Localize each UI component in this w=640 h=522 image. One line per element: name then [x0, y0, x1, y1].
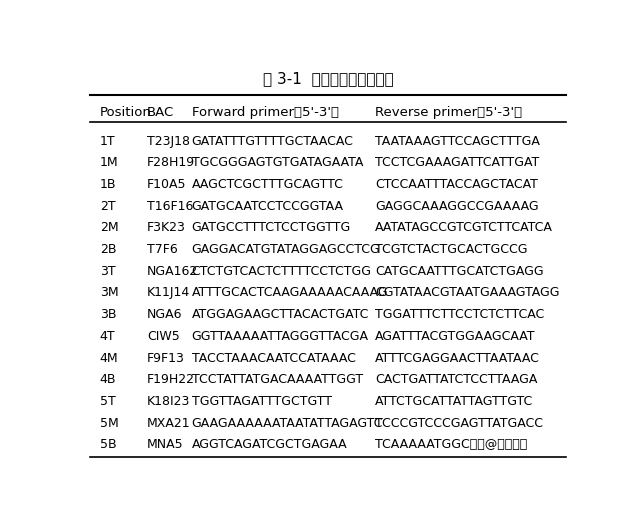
Text: TCCCGTCCCGAGTTATGACC: TCCCGTCCCGAGTTATGACC: [375, 417, 543, 430]
Text: 表 3-1  图位克隆粗定位引物: 表 3-1 图位克隆粗定位引物: [262, 71, 394, 86]
Text: F3K23: F3K23: [147, 221, 186, 234]
Text: F19H22: F19H22: [147, 373, 195, 386]
Text: TAATAAAGTTCCAGCTTTGA: TAATAAAGTTCCAGCTTTGA: [375, 135, 540, 148]
Text: TCGTCTACTGCACTGCCG: TCGTCTACTGCACTGCCG: [375, 243, 527, 256]
Text: NGA162: NGA162: [147, 265, 198, 278]
Text: 2B: 2B: [100, 243, 116, 256]
Text: 1T: 1T: [100, 135, 115, 148]
Text: 5M: 5M: [100, 417, 118, 430]
Text: TGCGGGAGTGTGATAGAATA: TGCGGGAGTGTGATAGAATA: [191, 156, 363, 169]
Text: 1M: 1M: [100, 156, 118, 169]
Text: T23J18: T23J18: [147, 135, 190, 148]
Text: Forward primer（5'-3'）: Forward primer（5'-3'）: [191, 106, 339, 120]
Text: CATGCAATTTGCATCTGAGG: CATGCAATTTGCATCTGAGG: [375, 265, 544, 278]
Text: TGGATTTCTTCCTCTCTTCAC: TGGATTTCTTCCTCTCTTCAC: [375, 308, 545, 321]
Text: ATTTGCACTCAAGAAAAACAAAG: ATTTGCACTCAAGAAAAACAAAG: [191, 287, 388, 300]
Text: AGGTCAGATCGCTGAGAA: AGGTCAGATCGCTGAGAA: [191, 438, 348, 452]
Text: AAGCTCGCTTTGCAGTTC: AAGCTCGCTTTGCAGTTC: [191, 178, 344, 191]
Text: NGA6: NGA6: [147, 308, 182, 321]
Text: GATATTTGTTTTGCTAACAC: GATATTTGTTTTGCTAACAC: [191, 135, 353, 148]
Text: Position: Position: [100, 106, 152, 120]
Text: K11J14: K11J14: [147, 287, 190, 300]
Text: CIW5: CIW5: [147, 330, 180, 343]
Text: F9F13: F9F13: [147, 351, 185, 364]
Text: 3M: 3M: [100, 287, 118, 300]
Text: TCCTCGAAAGATTCATTGAT: TCCTCGAAAGATTCATTGAT: [375, 156, 540, 169]
Text: AGATTTACGTGGAAGCAAT: AGATTTACGTGGAAGCAAT: [375, 330, 536, 343]
Text: TCAAAAATGGC头条@皖海小记: TCAAAAATGGC头条@皖海小记: [375, 438, 527, 452]
Text: TACCTAAACAATCCATAAAC: TACCTAAACAATCCATAAAC: [191, 351, 355, 364]
Text: 4M: 4M: [100, 351, 118, 364]
Text: 3B: 3B: [100, 308, 116, 321]
Text: T7F6: T7F6: [147, 243, 178, 256]
Text: T16F16: T16F16: [147, 199, 193, 212]
Text: GGTTAAAAATTAGGGTTACGA: GGTTAAAAATTAGGGTTACGA: [191, 330, 369, 343]
Text: TGGTTAGATTTGCTGTT: TGGTTAGATTTGCTGTT: [191, 395, 332, 408]
Text: TCCTATTATGACAAAATTGGT: TCCTATTATGACAAAATTGGT: [191, 373, 363, 386]
Text: GATGCCTTTCTCCTGGTTG: GATGCCTTTCTCCTGGTTG: [191, 221, 351, 234]
Text: Reverse primer（5'-3'）: Reverse primer（5'-3'）: [375, 106, 522, 120]
Text: ATTTCGAGGAACTTAATAAC: ATTTCGAGGAACTTAATAAC: [375, 351, 540, 364]
Text: MNA5: MNA5: [147, 438, 184, 452]
Text: ATTCTGCATTATTAGTTGTC: ATTCTGCATTATTAGTTGTC: [375, 395, 533, 408]
Text: GATGCAATCCTCCGGTAA: GATGCAATCCTCCGGTAA: [191, 199, 344, 212]
Text: 5T: 5T: [100, 395, 116, 408]
Text: 1B: 1B: [100, 178, 116, 191]
Text: CTCCAATTTACCAGCTACAT: CTCCAATTTACCAGCTACAT: [375, 178, 538, 191]
Text: CGTATAACGTAATGAAAGTAGG: CGTATAACGTAATGAAAGTAGG: [375, 287, 559, 300]
Text: GAAGAAAAAATAATATTAGAGTC: GAAGAAAAAATAATATTAGAGTC: [191, 417, 383, 430]
Text: 2M: 2M: [100, 221, 118, 234]
Text: 3T: 3T: [100, 265, 115, 278]
Text: F10A5: F10A5: [147, 178, 186, 191]
Text: GAGGCAAAGGCCGAAAAG: GAGGCAAAGGCCGAAAAG: [375, 199, 539, 212]
Text: GAGGACATGTATAGGAGCCTCG: GAGGACATGTATAGGAGCCTCG: [191, 243, 380, 256]
Text: AATATAGCCGTCGTCTTCATCA: AATATAGCCGTCGTCTTCATCA: [375, 221, 553, 234]
Text: CTCTGTCACTCTTTTCCTCTGG: CTCTGTCACTCTTTTCCTCTGG: [191, 265, 372, 278]
Text: BAC: BAC: [147, 106, 174, 120]
Text: 4B: 4B: [100, 373, 116, 386]
Text: F28H19: F28H19: [147, 156, 195, 169]
Text: MXA21: MXA21: [147, 417, 191, 430]
Text: 5B: 5B: [100, 438, 116, 452]
Text: CACTGATTATCTCCTTAAGA: CACTGATTATCTCCTTAAGA: [375, 373, 538, 386]
Text: 4T: 4T: [100, 330, 115, 343]
Text: K18I23: K18I23: [147, 395, 190, 408]
Text: 2T: 2T: [100, 199, 115, 212]
Text: ATGGAGAAGCTTACACTGATC: ATGGAGAAGCTTACACTGATC: [191, 308, 369, 321]
